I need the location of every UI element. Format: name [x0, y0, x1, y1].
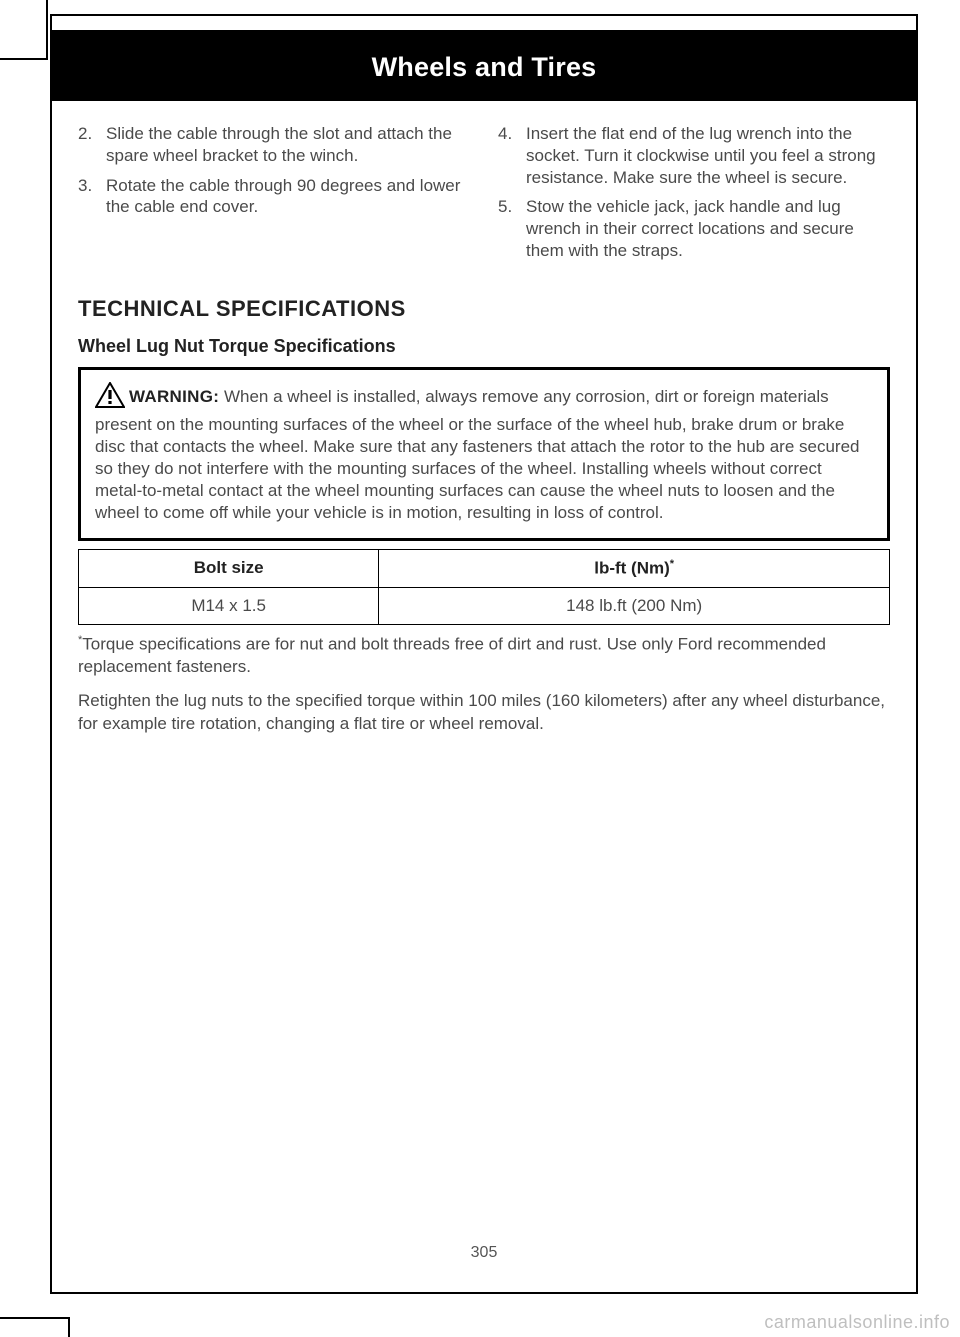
instruction-columns: 2. Slide the cable through the slot and … [78, 123, 890, 270]
warning-text: When a wheel is installed, always remove… [95, 387, 860, 522]
list-text: Stow the vehicle jack, jack handle and l… [526, 196, 890, 261]
section-heading: TECHNICAL SPECIFICATIONS [78, 296, 890, 322]
table-cell: M14 x 1.5 [79, 587, 379, 624]
retighten-note: Retighten the lug nuts to the specified … [78, 690, 890, 735]
list-number: 4. [498, 123, 526, 188]
list-number: 2. [78, 123, 106, 167]
list-text: Rotate the cable through 90 degrees and … [106, 175, 470, 219]
list-number: 5. [498, 196, 526, 261]
right-column: 4. Insert the flat end of the lug wrench… [498, 123, 890, 270]
table-header: Bolt size [79, 550, 379, 588]
page-frame: Wheels and Tires 2. Slide the cable thro… [50, 14, 918, 1294]
watermark: carmanualsonline.info [764, 1312, 950, 1333]
list-text: Insert the flat end of the lug wrench in… [526, 123, 890, 188]
page-number: 305 [52, 1244, 916, 1262]
header-band: Wheels and Tires [52, 16, 916, 101]
page-tab-left [0, 0, 48, 60]
warning-label: WARNING: [129, 387, 219, 406]
page-title: Wheels and Tires [52, 52, 916, 83]
page-content: 2. Slide the cable through the slot and … [52, 101, 916, 735]
list-item: 3. Rotate the cable through 90 degrees a… [78, 175, 470, 219]
left-column: 2. Slide the cable through the slot and … [78, 123, 470, 270]
table-cell: 148 lb.ft (200 Nm) [379, 587, 890, 624]
table-row: M14 x 1.5 148 lb.ft (200 Nm) [79, 587, 890, 624]
list-number: 3. [78, 175, 106, 219]
spec-table: Bolt size lb-ft (Nm)* M14 x 1.5 148 lb.f… [78, 549, 890, 625]
warning-icon [95, 382, 125, 414]
table-header-row: Bolt size lb-ft (Nm)* [79, 550, 890, 588]
warning-box: WARNING: When a wheel is installed, alwa… [78, 367, 890, 542]
sub-heading: Wheel Lug Nut Torque Specifications [78, 336, 890, 357]
list-item: 5. Stow the vehicle jack, jack handle an… [498, 196, 890, 261]
list-item: 2. Slide the cable through the slot and … [78, 123, 470, 167]
list-item: 4. Insert the flat end of the lug wrench… [498, 123, 890, 188]
table-header: lb-ft (Nm)* [379, 550, 890, 588]
list-text: Slide the cable through the slot and att… [106, 123, 470, 167]
footnote: *Torque specifications are for nut and b… [78, 633, 890, 679]
page-tab-bottom [0, 1317, 70, 1337]
